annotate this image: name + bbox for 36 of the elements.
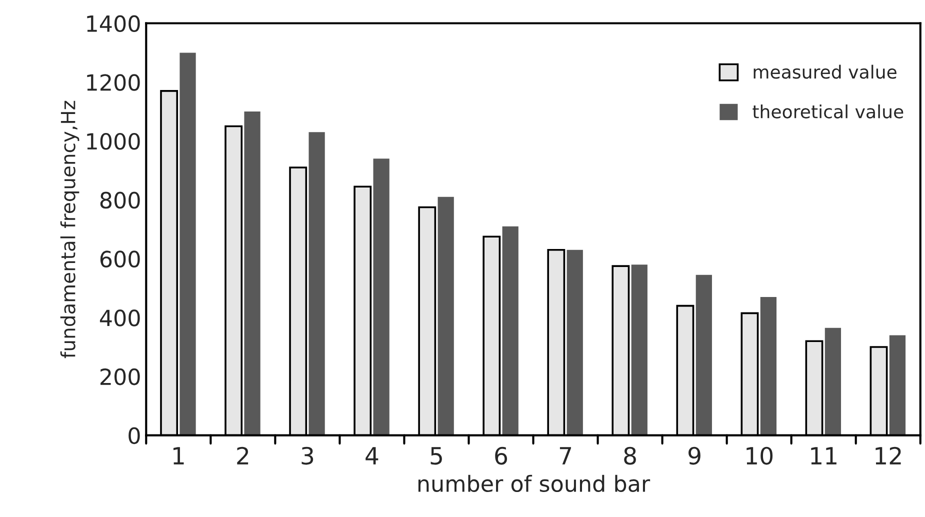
legend-label: theoretical value — [752, 104, 904, 118]
x-tick-label: 9 — [688, 446, 700, 465]
y-tick-label: 200 — [100, 368, 140, 386]
bar — [308, 132, 325, 436]
x-tick-label: 5 — [430, 447, 442, 465]
bar — [889, 335, 906, 436]
x-tick-label: 1 — [173, 447, 184, 464]
y-tick-label: 1000 — [87, 132, 140, 150]
x-tick-label: 7 — [560, 447, 572, 464]
x-tick-label: 10 — [746, 446, 773, 465]
y-tick-label: 1200 — [87, 74, 140, 91]
bar — [502, 226, 518, 436]
bar — [566, 250, 583, 436]
x-tick-label: 6 — [495, 446, 508, 465]
bar — [760, 296, 776, 436]
y-tick-label: 0 — [128, 427, 140, 444]
x-axis-title: number of sound bar — [418, 474, 650, 492]
bar — [438, 196, 454, 436]
x-tick-label: 12 — [876, 446, 901, 464]
x-tick-label: 2 — [237, 446, 248, 464]
bar — [180, 52, 196, 436]
x-tick-label: 4 — [366, 447, 378, 464]
bar — [824, 328, 842, 436]
bar — [373, 158, 390, 436]
bar — [631, 264, 648, 436]
y-tick-label: 800 — [100, 192, 140, 209]
x-tick-label: 3 — [302, 446, 314, 465]
y-tick-label: 400 — [100, 310, 140, 326]
y-tick-label: 600 — [100, 250, 140, 268]
x-tick-label: 8 — [624, 446, 636, 465]
bar — [696, 274, 712, 436]
x-tick-label: 11 — [811, 447, 836, 464]
bar — [244, 112, 260, 436]
y-tick-label: 1400 — [87, 15, 140, 32]
legend-label: measured value — [754, 64, 896, 79]
y-axis-title: fundamental frequency,Hz — [60, 100, 80, 358]
